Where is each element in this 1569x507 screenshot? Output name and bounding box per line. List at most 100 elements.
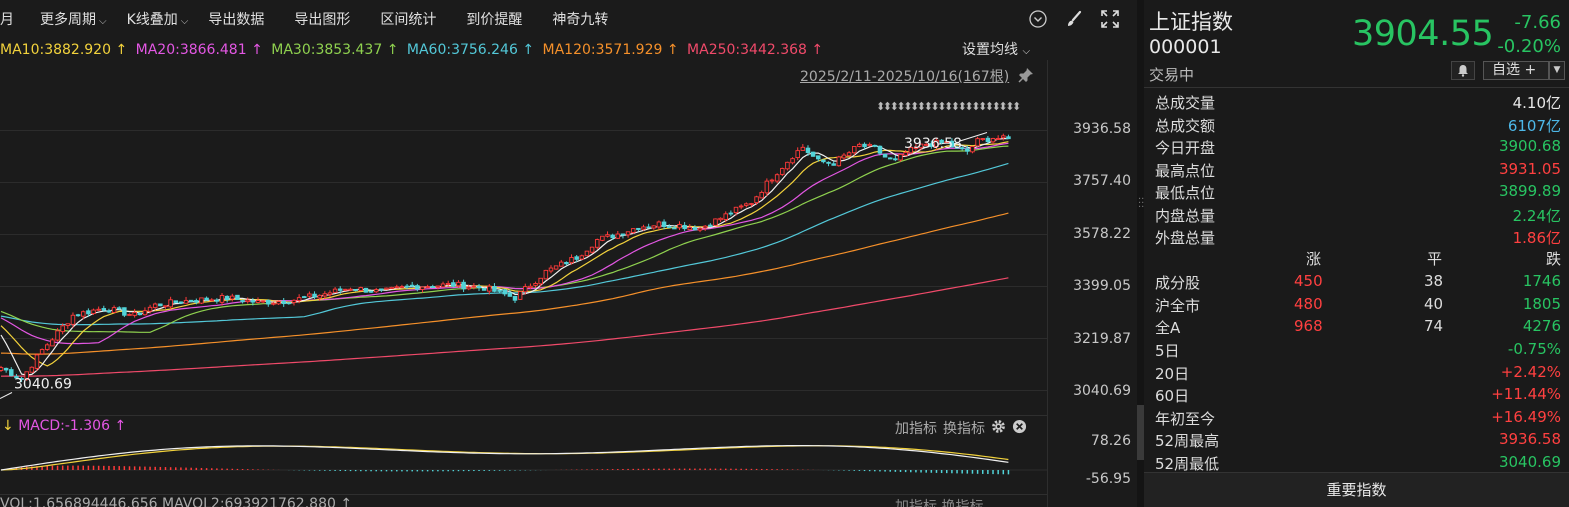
candle — [795, 150, 800, 159]
scrollbar-thumb[interactable] — [1137, 405, 1144, 460]
macd-dea-line — [0, 445, 1009, 471]
candle — [127, 313, 132, 316]
candle — [209, 299, 214, 302]
splitter-grip-icon[interactable]: ·· ·· ·· — [1138, 194, 1145, 213]
ma-settings-button[interactable]: 设置均线 ⌵ — [962, 40, 1030, 60]
candle — [893, 158, 898, 161]
candle — [810, 151, 816, 157]
candle — [373, 289, 379, 293]
y-tick-label: 3040.69 — [1073, 383, 1131, 399]
candle — [65, 323, 71, 326]
breadth-down: 1805 — [1522, 294, 1561, 313]
candle — [348, 288, 353, 291]
volume-tools[interactable]: 加指标 换指标 — [895, 499, 984, 507]
chevron-down-icon: ⌵ — [180, 16, 189, 27]
stat-label: 外盘总量 — [1155, 229, 1216, 247]
candle — [497, 289, 502, 292]
kline-overlay-dropdown[interactable]: K线叠加 ⌵ — [117, 0, 199, 40]
export-data-button[interactable]: 导出数据 — [198, 0, 274, 40]
candle — [728, 212, 734, 215]
key-indices-button[interactable]: 重要指数 — [1144, 472, 1569, 507]
chevron-down-icon[interactable]: ▼ — [1549, 61, 1565, 80]
stat-label: 最高点位 — [1155, 161, 1216, 180]
switch-indicator-button[interactable]: 换指标 — [943, 421, 985, 437]
stat-value: 3900.68 — [1498, 137, 1561, 155]
more-periods-dropdown[interactable]: 更多周期 ⌵ — [22, 0, 117, 40]
candle — [702, 225, 708, 229]
price-change: -7.66 — [1514, 12, 1561, 33]
price-alert-label: 到价提醒 — [466, 12, 523, 28]
close-icon[interactable] — [1012, 419, 1027, 438]
candle — [903, 151, 908, 156]
collapse-circle-icon[interactable] — [1027, 8, 1049, 30]
candle — [744, 203, 749, 206]
macd-header: ↓ MACD:-1.306 ↑ 加指标 换指标 — [0, 415, 1047, 437]
fullscreen-icon[interactable] — [1099, 8, 1121, 30]
signal-arrow-icon: ⬍ — [958, 100, 967, 113]
signal-arrow-icon: ⬍ — [978, 100, 987, 113]
candle — [995, 138, 1001, 140]
candle — [764, 180, 770, 194]
magic-nine-button[interactable]: 神奇九转 — [532, 0, 618, 40]
candle — [353, 289, 358, 291]
stat-value: 4.10亿 — [1512, 94, 1561, 112]
candle — [91, 309, 96, 315]
add-indicator-button[interactable]: 加指标 — [895, 421, 937, 437]
period-month-tab[interactable]: 月 — [0, 0, 22, 40]
macd-y-top: 78.26 — [1090, 433, 1131, 449]
chevron-down-icon: ⌵ — [1022, 46, 1031, 57]
brush-icon[interactable] — [1063, 8, 1085, 30]
candle — [116, 307, 122, 310]
breadth-up: 480 — [1294, 294, 1323, 313]
ma-line-60 — [0, 162, 1009, 326]
breadth-header-flat: 平 — [1427, 250, 1443, 268]
candle — [687, 226, 693, 231]
candle — [502, 289, 507, 295]
price-alert-button[interactable]: 到价提醒 — [446, 0, 532, 40]
candle — [9, 369, 14, 377]
candle — [178, 301, 184, 304]
period-value: -0.75% — [1507, 340, 1561, 358]
range-stats-button[interactable]: 区间统计 — [360, 0, 446, 40]
panel-splitter[interactable] — [1137, 0, 1144, 507]
low-marker-label: 3040.69 — [14, 377, 72, 393]
date-range-label[interactable]: 2025/2/11-2025/10/16(167根) — [800, 69, 1010, 85]
candle — [1006, 136, 1011, 140]
candle — [985, 137, 991, 143]
candle — [630, 228, 636, 233]
stat-label: 总成交额 — [1155, 116, 1216, 135]
candle — [487, 285, 492, 292]
candle — [872, 144, 878, 147]
add-watchlist-button[interactable]: 自选 + — [1483, 61, 1549, 80]
candle — [697, 227, 703, 231]
candle — [291, 299, 297, 304]
stat-row: 内盘总量 2.24亿 — [1144, 203, 1569, 225]
candle — [790, 158, 795, 164]
ma60-label: MA60:3756.246 ↑ — [406, 42, 535, 58]
candle — [430, 286, 436, 288]
candle — [692, 227, 698, 231]
export-chart-button[interactable]: 导出图形 — [274, 0, 360, 40]
gear-icon[interactable] — [991, 419, 1006, 438]
candle — [476, 285, 482, 289]
candle — [723, 213, 728, 220]
candle — [934, 139, 939, 147]
stat-row: 最高点位 3931.05 — [1144, 158, 1569, 180]
chevron-down-icon: ⌵ — [99, 16, 107, 27]
bell-icon[interactable] — [1451, 61, 1475, 80]
pin-icon[interactable] — [1018, 67, 1034, 87]
candle — [538, 277, 543, 285]
candle — [307, 293, 312, 297]
candle — [523, 286, 528, 293]
candle — [409, 284, 415, 287]
candle — [965, 148, 970, 152]
candle — [80, 311, 86, 317]
candle — [142, 310, 148, 316]
candle — [286, 302, 292, 305]
candle — [456, 281, 461, 287]
stat-value: 6107亿 — [1507, 116, 1561, 135]
breadth-header-up: 涨 — [1306, 250, 1322, 268]
ma10-label: MA10:3882.920 ↑ — [0, 42, 128, 58]
signal-arrow-icon: ⬍ — [903, 100, 912, 113]
